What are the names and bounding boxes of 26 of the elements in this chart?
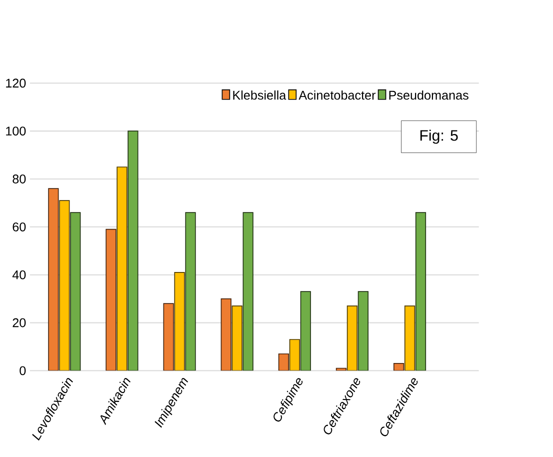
annotation: Fig: 5 [420,130,458,144]
legend-label: Klebsiella [233,90,286,100]
legend-label: Pseudomanas [389,90,468,100]
bar [185,212,196,370]
bar [232,305,242,370]
y-tick-label: 0 [20,366,26,375]
legend-label: Acinetobacter [298,90,376,100]
bar [128,130,138,370]
bar [106,228,116,370]
bar [242,212,254,370]
y-tick-label: 120 [6,78,26,88]
bar [163,302,174,370]
bar [220,298,232,370]
y-tick-label: 100 [6,126,26,136]
y-tick-label: 60 [12,222,26,232]
bar [48,188,58,370]
bar [346,305,358,370]
bar [300,291,311,370]
bar [174,272,185,370]
y-tick-label: 80 [12,174,26,184]
bar [358,291,368,370]
bar [116,166,128,370]
bar [70,212,81,370]
bar [60,200,70,370]
y-tick-label: 40 [12,270,26,280]
y-tick-label: 20 [12,318,26,328]
